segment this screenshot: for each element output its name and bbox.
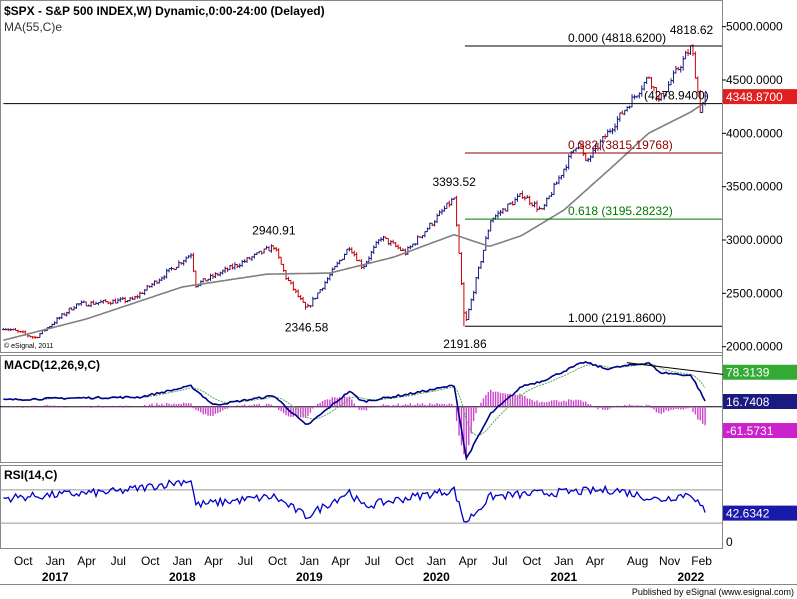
macd-value: 16.7408 [726,395,770,409]
x-month-label: Apr [586,554,605,568]
last-price-value: 4348.8700 [726,90,783,104]
price-annotation: 3393.52 [432,175,476,189]
level-label: (4278.9400) [644,89,709,103]
chart-frame [0,0,797,585]
x-month-label: Oct [522,554,541,568]
price-annotation: 2346.58 [285,321,329,335]
footer-published: Published by eSignal (www.esignal.com) [632,587,794,597]
last-price-tag [723,89,797,105]
rsi-axis-zero: 0 [726,535,733,549]
y-tick-label: 2000.0000 [726,340,783,354]
price-annotation: 4818.62 [670,23,714,37]
rsi-value: 42.6342 [726,507,770,521]
level-label: 0.000 (4818.6200) [568,31,666,45]
x-month-label: Aug [627,554,648,568]
x-month-label: Jan [46,554,65,568]
rsi-label: RSI(14,C) [4,468,57,482]
x-month-label: Nov [659,554,680,568]
chart-title: $SPX - S&P 500 INDEX,W) Dynamic,0:00-24:… [4,4,325,18]
macd-value-tag [723,364,797,380]
x-month-label: Feb [691,554,712,568]
ma-label: MA(55,C)e [4,20,62,34]
x-month-label: Apr [204,554,223,568]
panel-border-2 [0,465,723,549]
y-tick-label: 3500.0000 [726,180,783,194]
ma-line [3,101,706,342]
x-axis: Oct Jan Apr Jul Oct Jan Apr Jul Oct Jan Apr Jul Oct J… [14,554,712,584]
y-tick-label: 4000.0000 [726,126,783,140]
rsi-panel: RSI(14,C) 0 42.6342 [0,468,797,549]
y-tick-label: 4500.0000 [726,73,783,87]
x-year-label: 2020 [423,570,450,584]
x-year-label: 2021 [550,570,577,584]
y-tick-label: 3000.0000 [726,233,783,247]
x-month-label: Apr [77,554,96,568]
price-panel: 5000.0000 4500.0000 4000.0000 3500.0000 3000… [1,20,797,354]
y-tick-label: 2500.0000 [726,286,783,300]
x-month-label: Apr [331,554,350,568]
x-month-label: Apr [459,554,478,568]
macd-line [3,361,706,461]
x-year-label: 2018 [169,570,196,584]
x-month-label: Jan [427,554,446,568]
price-annotation: 2940.91 [252,223,296,237]
x-month-label: Jan [173,554,192,568]
macd-label: MACD(12,26,9,C) [4,358,100,372]
macd-value-tag [723,423,797,439]
rsi-value-tag [723,505,797,521]
macd-trendline [626,362,736,377]
x-year-label: 2017 [42,570,69,584]
x-month-label: Jul [238,554,253,568]
x-month-label: Jan [300,554,319,568]
panel-border-0 [0,0,723,353]
x-month-label: Jan [554,554,573,568]
level-label: 0.382 (3815.19768) [568,138,673,152]
copyright-note: © eSignal, 2011 [4,342,54,350]
macd-value: -61.5731 [726,424,774,438]
price-annotation: 2191.86 [443,337,487,351]
level-label: 1.000 (2191.8600) [568,311,666,325]
macd-panel: MACD(12,26,9,C) 78.3139 16.7408 -61.5731 [0,358,797,461]
x-month-label: Oct [395,554,414,568]
x-month-label: Jul [492,554,507,568]
x-month-label: Oct [141,554,160,568]
x-year-label: 2022 [678,570,705,584]
x-month-label: Oct [268,554,287,568]
macd-value-tag [723,393,797,409]
x-year-label: 2019 [296,570,323,584]
y-tick-label: 5000.0000 [726,20,783,34]
macd-value: 78.3139 [726,366,770,380]
x-month-label: Jul [111,554,126,568]
x-month-label: Jul [365,554,380,568]
macd-signal-line [3,363,706,436]
rsi-line [3,479,706,523]
level-label: 0.618 (3195.28232) [568,204,673,218]
x-month-label: Oct [14,554,33,568]
